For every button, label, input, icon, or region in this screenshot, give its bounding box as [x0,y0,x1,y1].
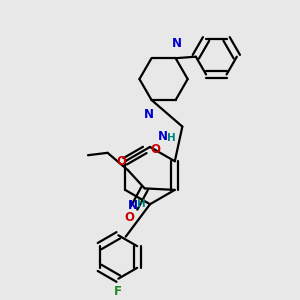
Text: H: H [137,199,146,209]
Text: O: O [124,211,135,224]
Text: O: O [150,143,160,156]
Text: N: N [144,108,154,122]
Text: N: N [128,199,138,212]
Text: N: N [158,130,167,143]
Text: O: O [116,155,126,168]
Text: F: F [114,285,122,298]
Text: H: H [167,133,175,143]
Text: N: N [172,37,182,50]
